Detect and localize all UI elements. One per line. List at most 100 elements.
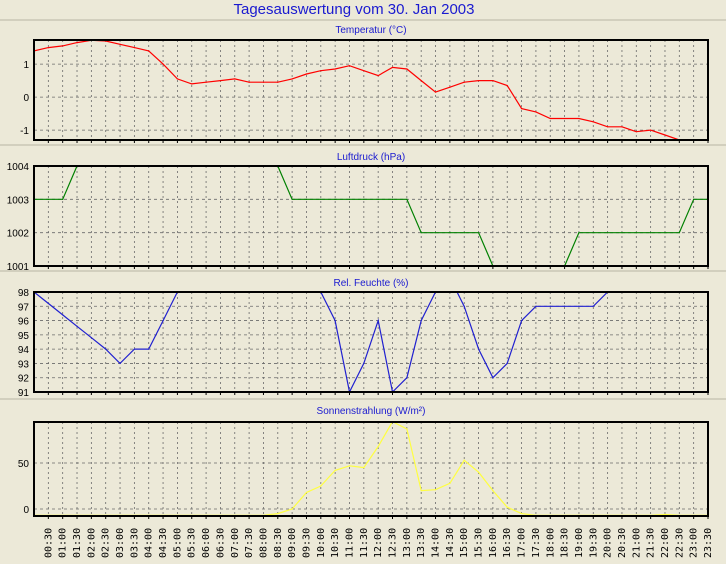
data-point [549,117,551,120]
data-point [664,134,666,136]
data-point [506,84,508,87]
data-point [492,79,494,82]
x-tick-label: 14:30 [445,528,456,558]
data-point [348,198,351,200]
x-tick-label: 01:00 [58,528,69,558]
panel-2: Rel. Feuchte (%) 98 97 96 95 94 93 92 91 [0,270,726,399]
chart-title: Tagesauswertung vom 30. Jan 2003 [234,1,475,18]
data-point [463,459,465,461]
data-point [277,81,279,83]
plot-area [34,40,708,140]
x-tick-label: 18:30 [560,528,571,558]
data-point [563,305,566,307]
plot-frame [33,291,709,393]
data-point [477,348,480,350]
data-point [320,198,322,200]
data-point [176,78,179,80]
data-point [377,75,379,77]
plot-area [34,422,708,516]
x-tick-label: 03:30 [129,528,140,558]
data-point [47,46,49,49]
data-point [406,377,408,379]
plot-frame [33,165,709,267]
x-tick-label: 09:00 [287,528,298,558]
x-tick-label: 10:00 [316,528,327,558]
data-point [363,467,365,469]
data-point [76,42,78,44]
plot-frame [33,421,709,517]
data-point [305,73,308,75]
x-tick-label: 22:00 [660,528,671,558]
x-tick-label: 20:00 [603,528,614,558]
data-point [334,319,336,322]
x-tick-label: 22:30 [674,528,685,558]
data-point [105,348,107,350]
data-point [391,198,394,200]
panel-0: Temperatur (°C) 1 0 -1 [20,25,709,143]
y-tick-label: 97 [18,302,30,313]
data-point [391,66,394,68]
y-tick-label: 50 [18,459,30,470]
x-tick-label: 04:30 [158,528,169,558]
data-point [650,129,652,131]
data-point [277,513,279,515]
x-tick-label: 11:00 [344,528,355,558]
panel-title: Sonnenstrahlung (W/m²) [317,406,426,417]
x-tick-label: 19:30 [588,528,599,558]
x-tick-label: 06:00 [201,528,212,558]
data-point [449,86,451,88]
data-point [406,428,408,430]
data-point [535,111,537,113]
data-point [621,232,623,234]
data-point [133,46,135,49]
series-line [34,292,609,392]
x-tick-label: 15:00 [459,528,470,558]
x-tick-label: 08:00 [258,528,269,558]
x-tick-label: 23:30 [703,528,714,558]
x-tick-label: 23:00 [689,528,700,558]
data-point [578,232,580,234]
x-tick-label: 07:00 [230,528,241,558]
y-tick-label: 98 [18,288,30,299]
data-point [377,319,379,322]
panel-title: Luftdruck (hPa) [337,152,405,163]
data-point [678,232,680,234]
x-tick-label: 00:30 [43,528,54,558]
x-tick-label: 16:30 [502,528,513,558]
x-axis-labels: 00:30 01:00 01:30 02:00 02:30 03:00 03:30 04:00… [43,528,714,558]
data-point [578,117,580,120]
y-tick-label: 92 [18,374,30,385]
data-point [320,485,322,487]
data-point [62,314,64,316]
x-tick-label: 12:30 [388,528,399,558]
data-point [449,482,451,484]
y-tick-label: 1001 [7,262,30,273]
data-point [592,232,594,234]
data-point [262,81,265,83]
x-tick-label: 08:30 [273,528,284,558]
y-tick-label: -1 [20,126,29,137]
data-point [377,198,379,200]
data-point [47,198,49,200]
y-tick-label: 94 [18,345,30,356]
data-point [291,78,293,80]
data-point [650,232,652,234]
data-point [148,348,150,350]
data-point [506,506,508,508]
data-point [520,108,523,110]
y-tick-label: 1004 [7,162,30,173]
data-point [90,337,92,339]
data-point [406,198,408,200]
x-tick-label: 04:00 [144,528,155,558]
data-point [334,469,336,471]
data-point [434,91,437,93]
data-point [363,70,365,72]
data-point [434,232,437,234]
data-point [248,81,250,83]
x-tick-label: 10:30 [330,528,341,558]
x-tick-label: 17:00 [517,528,528,558]
panel-1: Luftdruck (hPa) 1004 1003 1002 1001 [0,144,726,273]
x-tick-label: 14:00 [431,528,442,558]
y-tick-label: 96 [18,317,30,328]
